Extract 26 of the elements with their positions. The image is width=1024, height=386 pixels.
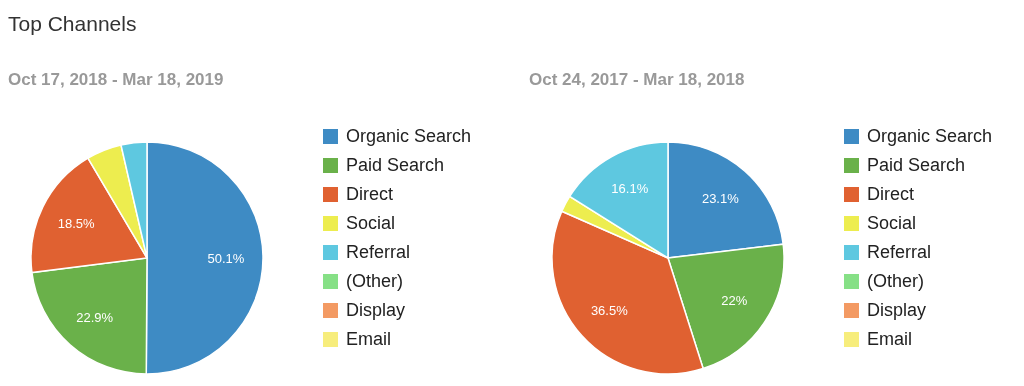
legend-label: Referral (867, 242, 932, 263)
legend-label: Display (867, 300, 927, 321)
legend-label: Direct (346, 184, 394, 205)
legend-label: Email (867, 329, 913, 350)
legend-label: Paid Search (346, 155, 445, 176)
data-label: 23.1% (701, 191, 740, 207)
legend-label: Email (346, 329, 392, 350)
legend-label: Paid Search (867, 155, 966, 176)
data-label: 18.5% (57, 215, 96, 231)
chart-subtitle: Oct 24, 2017 - Mar 18, 2018 (529, 70, 745, 90)
chart-title: Top Channels (8, 12, 137, 36)
legend-label: Organic Search (867, 126, 993, 147)
data-label: 36.5% (590, 303, 629, 319)
chart-subtitle: Oct 17, 2018 - Mar 18, 2019 (8, 70, 224, 90)
legend-label: Display (346, 300, 406, 321)
data-label: 16.1% (611, 181, 649, 197)
legend-label: (Other) (867, 271, 925, 292)
data-label: 22% (721, 293, 748, 309)
legend-label: Social (346, 213, 396, 234)
legend-label: Referral (346, 242, 411, 263)
legend-label: Social (867, 213, 917, 234)
legend-label: (Other) (346, 271, 404, 292)
data-label: 50.1% (207, 250, 245, 266)
data-label: 22.9% (76, 309, 114, 325)
legend-label: Organic Search (346, 126, 472, 147)
legend-label: Direct (867, 184, 915, 205)
